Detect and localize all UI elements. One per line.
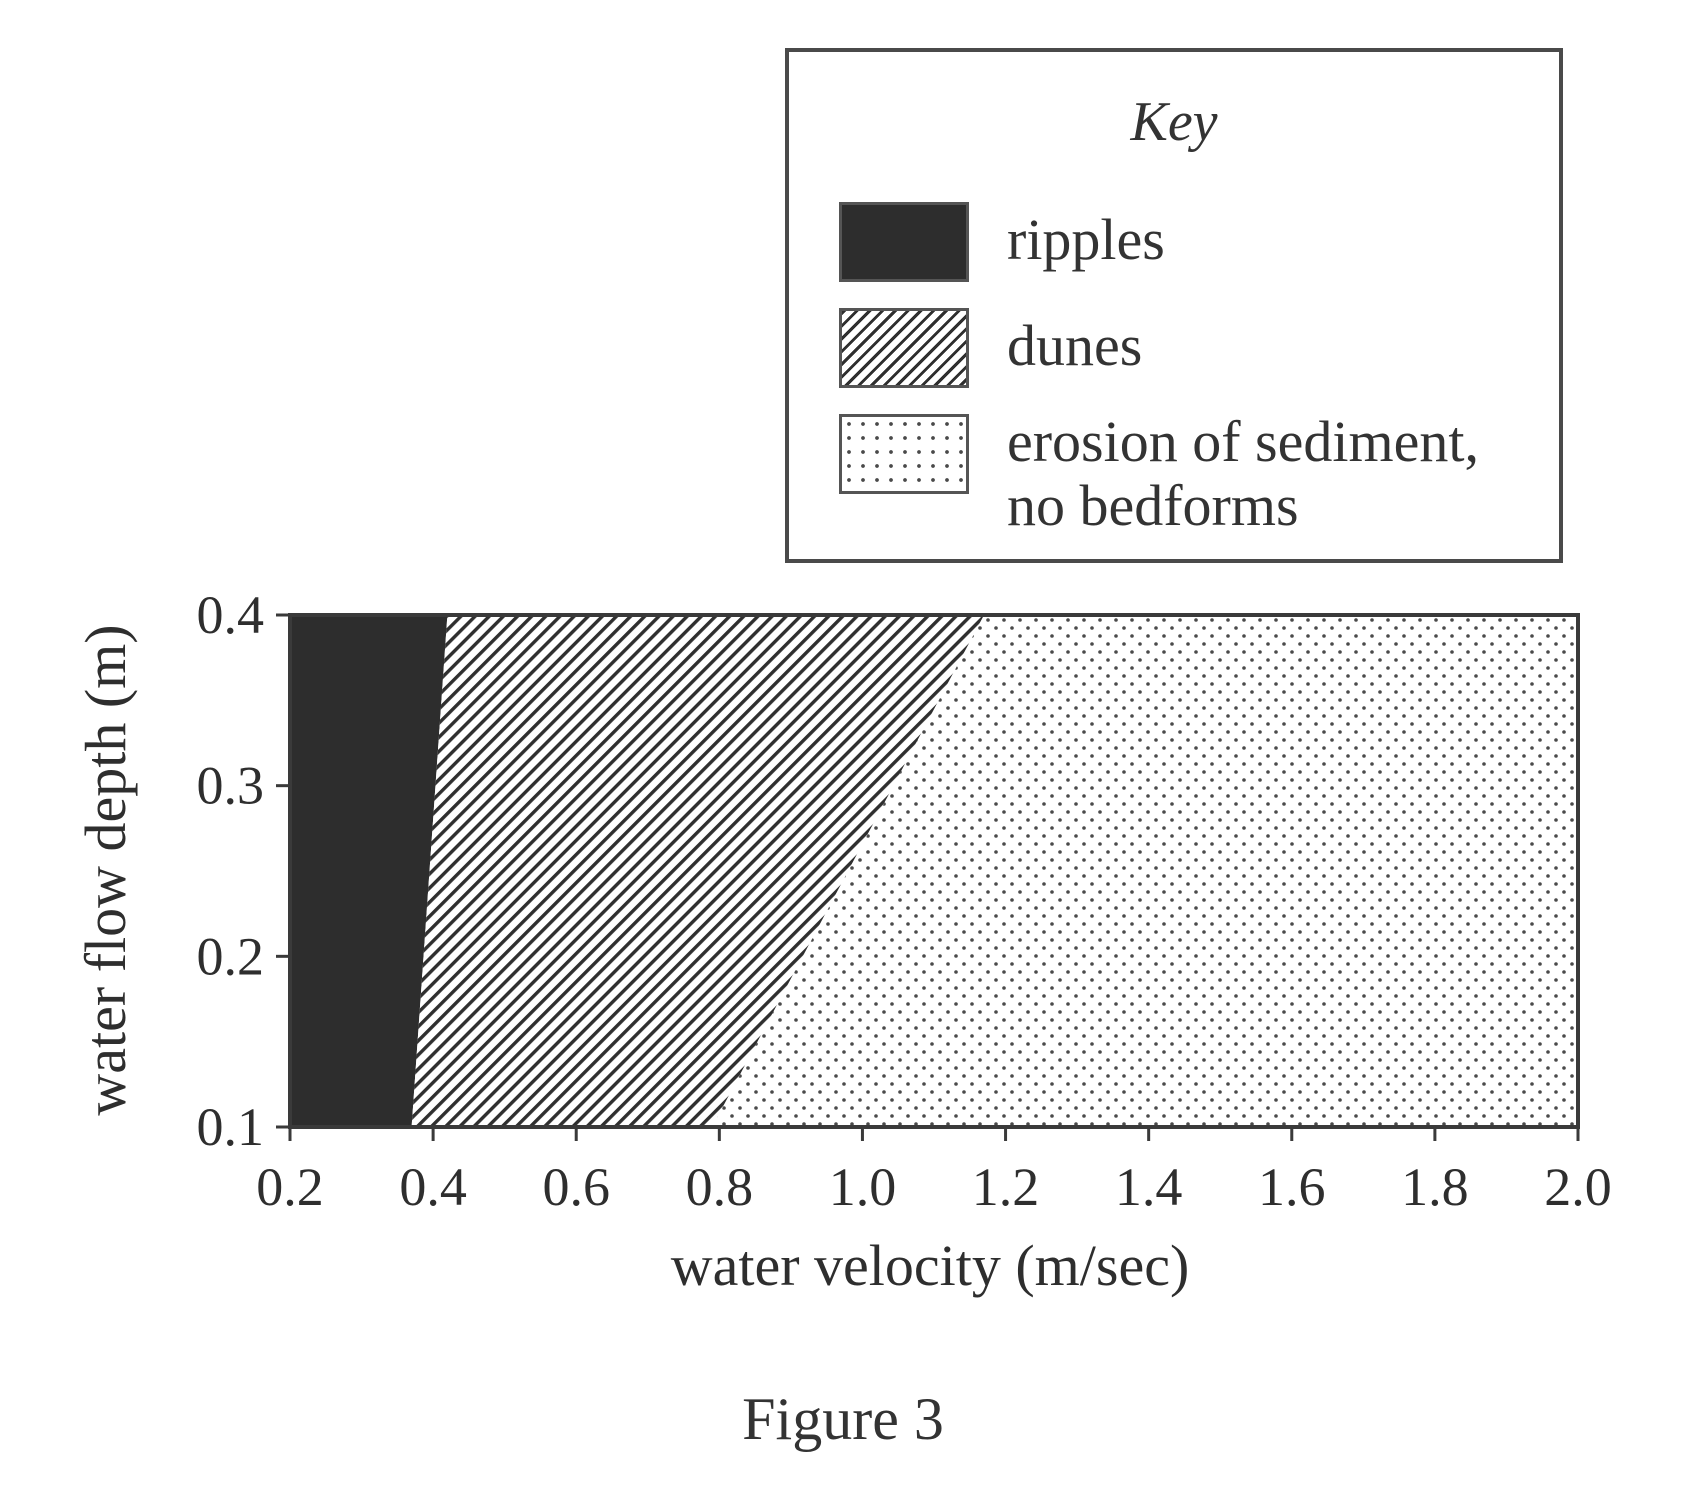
y-tick-label: 0.2	[197, 926, 265, 986]
legend-label-dunes: dunes	[1007, 313, 1143, 378]
legend: Key ripples dunes erosion of sediment, n…	[785, 48, 1563, 563]
figure-caption: Figure 3	[742, 1386, 944, 1452]
legend-item-ripples: ripples	[839, 202, 1165, 282]
legend-label-erosion: erosion of sediment, no bedforms	[1007, 409, 1479, 538]
ripples-swatch	[839, 202, 969, 282]
x-axis-title: water velocity (m/sec)	[671, 1233, 1190, 1298]
legend-label-ripples: ripples	[1007, 207, 1165, 272]
x-tick-label: 0.8	[686, 1157, 754, 1217]
plot-frame	[288, 613, 1580, 1129]
legend-item-dunes: dunes	[839, 308, 1142, 388]
axis-ticks: 0.2 0.4 0.6 0.8 1.0 1.2 1.4 1.6 1.8 2.00.10.20.30…	[197, 585, 1612, 1217]
region-ripples	[290, 615, 448, 1127]
y-tick-label: 0.1	[197, 1097, 265, 1157]
x-tick-label: 2.0	[1544, 1157, 1612, 1217]
legend-title: Key	[1130, 91, 1218, 153]
x-tick-label: 0.6	[542, 1157, 610, 1217]
x-tick-label: 0.2	[256, 1157, 324, 1217]
y-tick-label: 0.3	[197, 756, 265, 816]
x-tick-label: 1.4	[1115, 1157, 1183, 1217]
plot-regions	[290, 615, 1578, 1127]
dunes-swatch	[839, 308, 969, 388]
x-tick-label: 1.6	[1258, 1157, 1326, 1217]
legend-item-erosion: erosion of sediment, no bedforms	[839, 410, 1479, 538]
x-tick-label: 1.0	[829, 1157, 897, 1217]
x-tick-label: 1.2	[972, 1157, 1040, 1217]
x-tick-label: 1.8	[1401, 1157, 1469, 1217]
y-axis-title: water flow depth (m)	[73, 624, 138, 1115]
y-tick-label: 0.4	[197, 585, 265, 645]
region-erosion	[712, 615, 1578, 1127]
region-dunes	[411, 615, 985, 1127]
x-tick-label: 0.4	[399, 1157, 467, 1217]
erosion-swatch	[839, 414, 969, 494]
plot-border	[288, 613, 1580, 1129]
